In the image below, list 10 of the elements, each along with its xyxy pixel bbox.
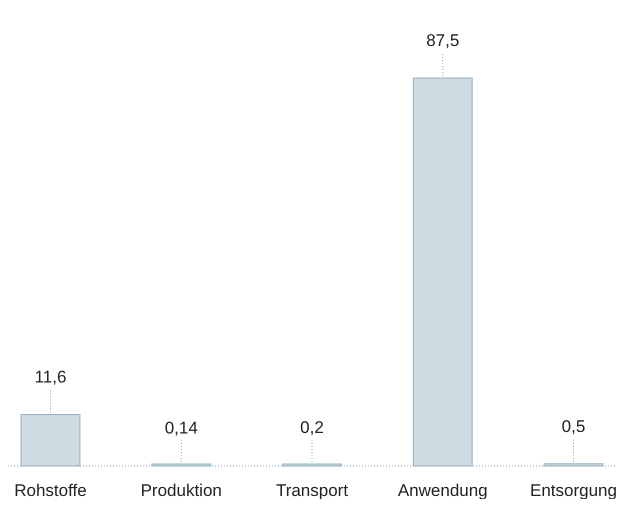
- bar: [282, 464, 342, 466]
- data-label: 0,5: [562, 416, 586, 436]
- bar: [412, 78, 473, 466]
- data-label: 0,14: [164, 418, 198, 438]
- data-label: 0,2: [300, 418, 324, 438]
- data-label: 11,6: [34, 368, 66, 387]
- x-tick-label: Rohstoffe: [14, 481, 87, 500]
- data-label: 87,5: [426, 31, 460, 50]
- x-tick-label: Produktion: [140, 481, 222, 500]
- bar: [20, 414, 80, 466]
